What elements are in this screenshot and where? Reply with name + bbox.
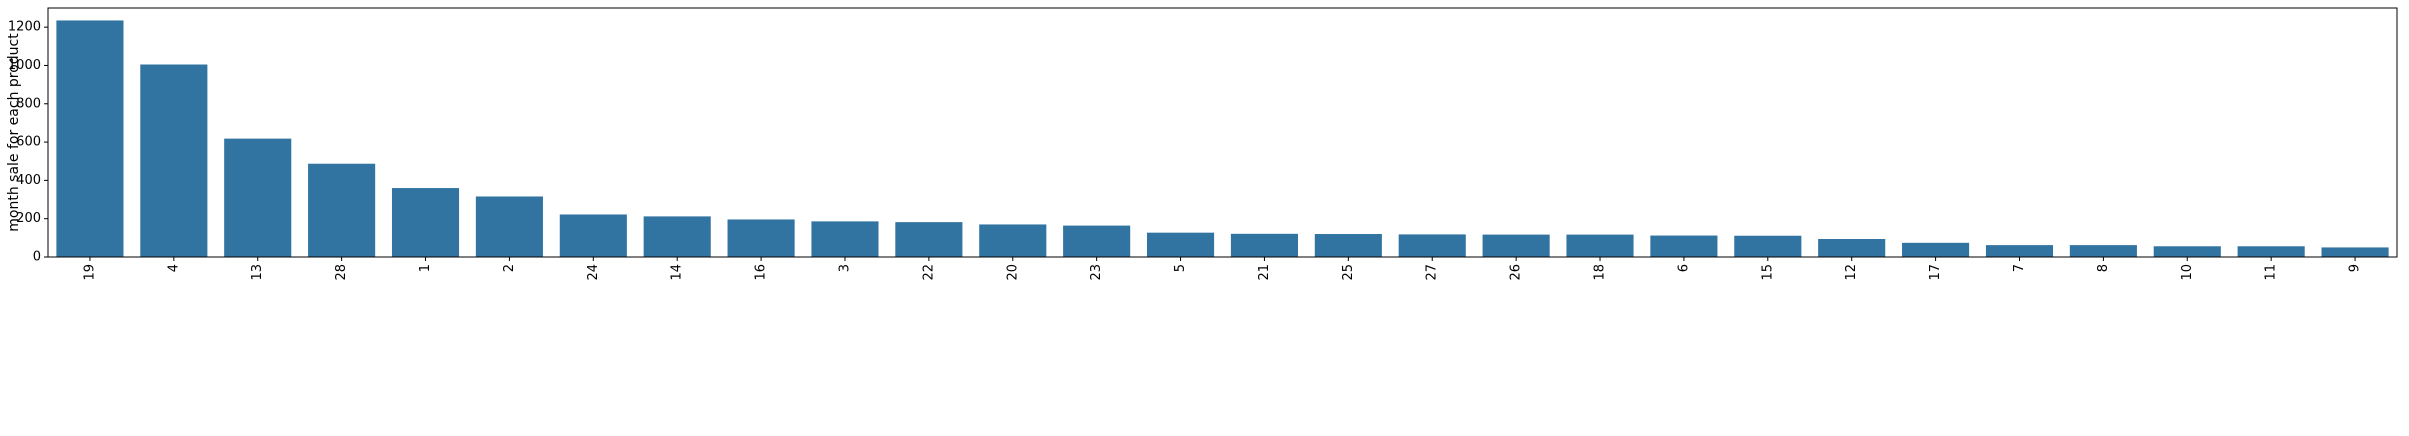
bar-28 — [308, 163, 376, 257]
y-tick-label-1200: 1200 — [8, 20, 41, 35]
x-tick-label-11: 11 — [2264, 264, 2279, 281]
x-tick-label-22: 22 — [921, 264, 936, 281]
bar-7 — [1985, 245, 2054, 257]
y-tick-label-200: 200 — [16, 211, 41, 226]
x-tick-label-14: 14 — [670, 264, 685, 281]
bar-1 — [391, 188, 460, 257]
x-tick-label-12: 12 — [1844, 264, 1859, 281]
bars-layer — [56, 20, 2389, 258]
x-tick-label-27: 27 — [1425, 264, 1440, 281]
x-tick-label-18: 18 — [1593, 264, 1608, 281]
bar-27 — [1398, 234, 1466, 257]
bar-23 — [1063, 225, 1131, 257]
bar-15 — [1734, 235, 1802, 257]
x-tick-label-8: 8 — [2096, 264, 2111, 272]
bar-11 — [2237, 246, 2305, 257]
x-tick-label-21: 21 — [1257, 264, 1272, 281]
bar-16 — [727, 219, 795, 257]
x-tick-label-28: 28 — [334, 264, 349, 281]
bar-8 — [2069, 245, 2137, 257]
bar-2 — [475, 196, 543, 257]
x-tick-label-6: 6 — [1676, 264, 1691, 272]
bar-14 — [643, 216, 711, 257]
x-tick-label-1: 1 — [418, 264, 433, 272]
x-tick-label-15: 15 — [1760, 264, 1775, 281]
bar-5 — [1147, 232, 1215, 257]
x-tick-label-10: 10 — [2180, 264, 2195, 281]
y-tick-label-800: 800 — [16, 96, 41, 111]
y-tick-label-400: 400 — [16, 173, 41, 188]
y-axis-label: month sale for each product — [6, 33, 22, 232]
bar-25 — [1314, 234, 1382, 257]
x-tick-label-9: 9 — [2348, 264, 2363, 272]
bar-21 — [1230, 233, 1298, 257]
x-tick-label-16: 16 — [754, 264, 769, 281]
bar-3 — [811, 221, 879, 257]
x-tick-label-26: 26 — [1509, 264, 1524, 281]
x-tick-label-23: 23 — [1089, 264, 1104, 281]
bar-17 — [1902, 242, 1970, 257]
bar-22 — [895, 222, 963, 257]
bar-24 — [559, 214, 627, 257]
bar-18 — [1566, 234, 1634, 257]
bar-19 — [56, 20, 124, 258]
x-tick-label-7: 7 — [2012, 264, 2027, 272]
x-tick-label-25: 25 — [1341, 264, 1356, 281]
bar-6 — [1650, 235, 1718, 257]
bar-10 — [2153, 246, 2221, 257]
x-tick-label-24: 24 — [586, 264, 601, 281]
x-tick-label-4: 4 — [166, 264, 181, 272]
x-tick-label-5: 5 — [1173, 264, 1188, 272]
y-tick-label-0: 0 — [33, 250, 41, 265]
bar-13 — [224, 138, 292, 257]
plot-frame — [47, 7, 2398, 258]
y-tick-label-600: 600 — [16, 135, 41, 150]
bar-9 — [2321, 247, 2389, 257]
bar-20 — [979, 224, 1047, 257]
x-tick-label-20: 20 — [1005, 264, 1020, 281]
x-tick-label-3: 3 — [837, 264, 852, 272]
x-tick-label-19: 19 — [82, 264, 97, 281]
bar-4 — [140, 64, 208, 257]
bar-12 — [1818, 239, 1886, 257]
x-tick-label-17: 17 — [1928, 264, 1943, 281]
x-axis: 19 4 13 28 1 2 24 14 16 3 22 20 23 5 21 25 27 26 18 6 15 12 17… — [82, 257, 2363, 281]
y-axis: 0 200 400 600 800 1000 1200 — [8, 20, 48, 265]
x-tick-label-13: 13 — [250, 264, 265, 281]
x-tick-label-2: 2 — [502, 264, 517, 272]
y-tick-label-1000: 1000 — [8, 58, 41, 73]
bar-26 — [1482, 234, 1550, 257]
